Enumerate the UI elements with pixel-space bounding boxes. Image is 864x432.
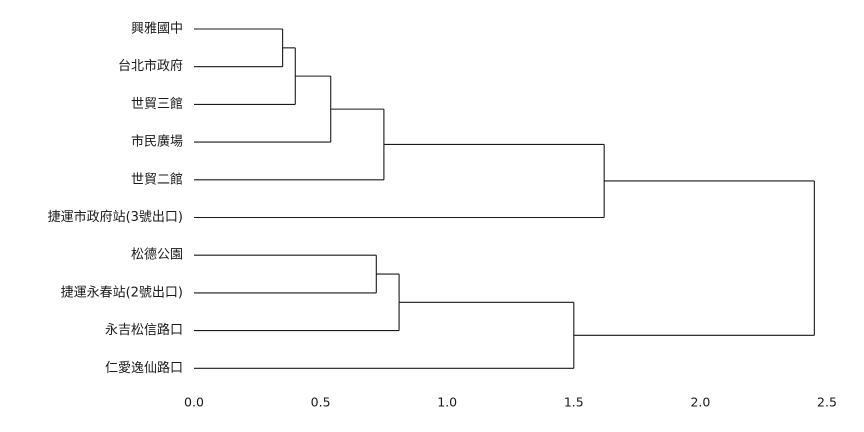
x-tick-label: 0.5 (311, 395, 331, 410)
leaf-label: 台北市政府 (118, 58, 183, 74)
leaf-label: 世貿三館 (131, 97, 183, 112)
dendrogram-links (194, 28, 815, 369)
x-tick-label: 2.0 (690, 395, 710, 410)
leaf-label: 市民廣場 (131, 134, 183, 150)
leaf-label: 永吉松信路口 (105, 322, 183, 338)
x-axis-ticks: 0.0 0.5 1.0 1.5 2.0 2.5 (184, 395, 837, 410)
leaf-label: 仁愛逸仙路口 (105, 360, 183, 376)
leaf-label: 捷運永春站(2號出口) (61, 285, 183, 300)
x-tick-label: 1.5 (564, 395, 584, 410)
x-tick-label: 1.0 (437, 395, 457, 410)
leaf-label: 捷運市政府站(3號出口) (48, 209, 183, 225)
leaf-label: 松德公園 (131, 248, 183, 263)
leaf-label: 興雅國中 (131, 22, 183, 37)
x-tick-label: 2.5 (817, 395, 837, 410)
x-tick-label: 0.0 (184, 395, 204, 410)
leaf-label: 世貿二館 (131, 172, 183, 187)
